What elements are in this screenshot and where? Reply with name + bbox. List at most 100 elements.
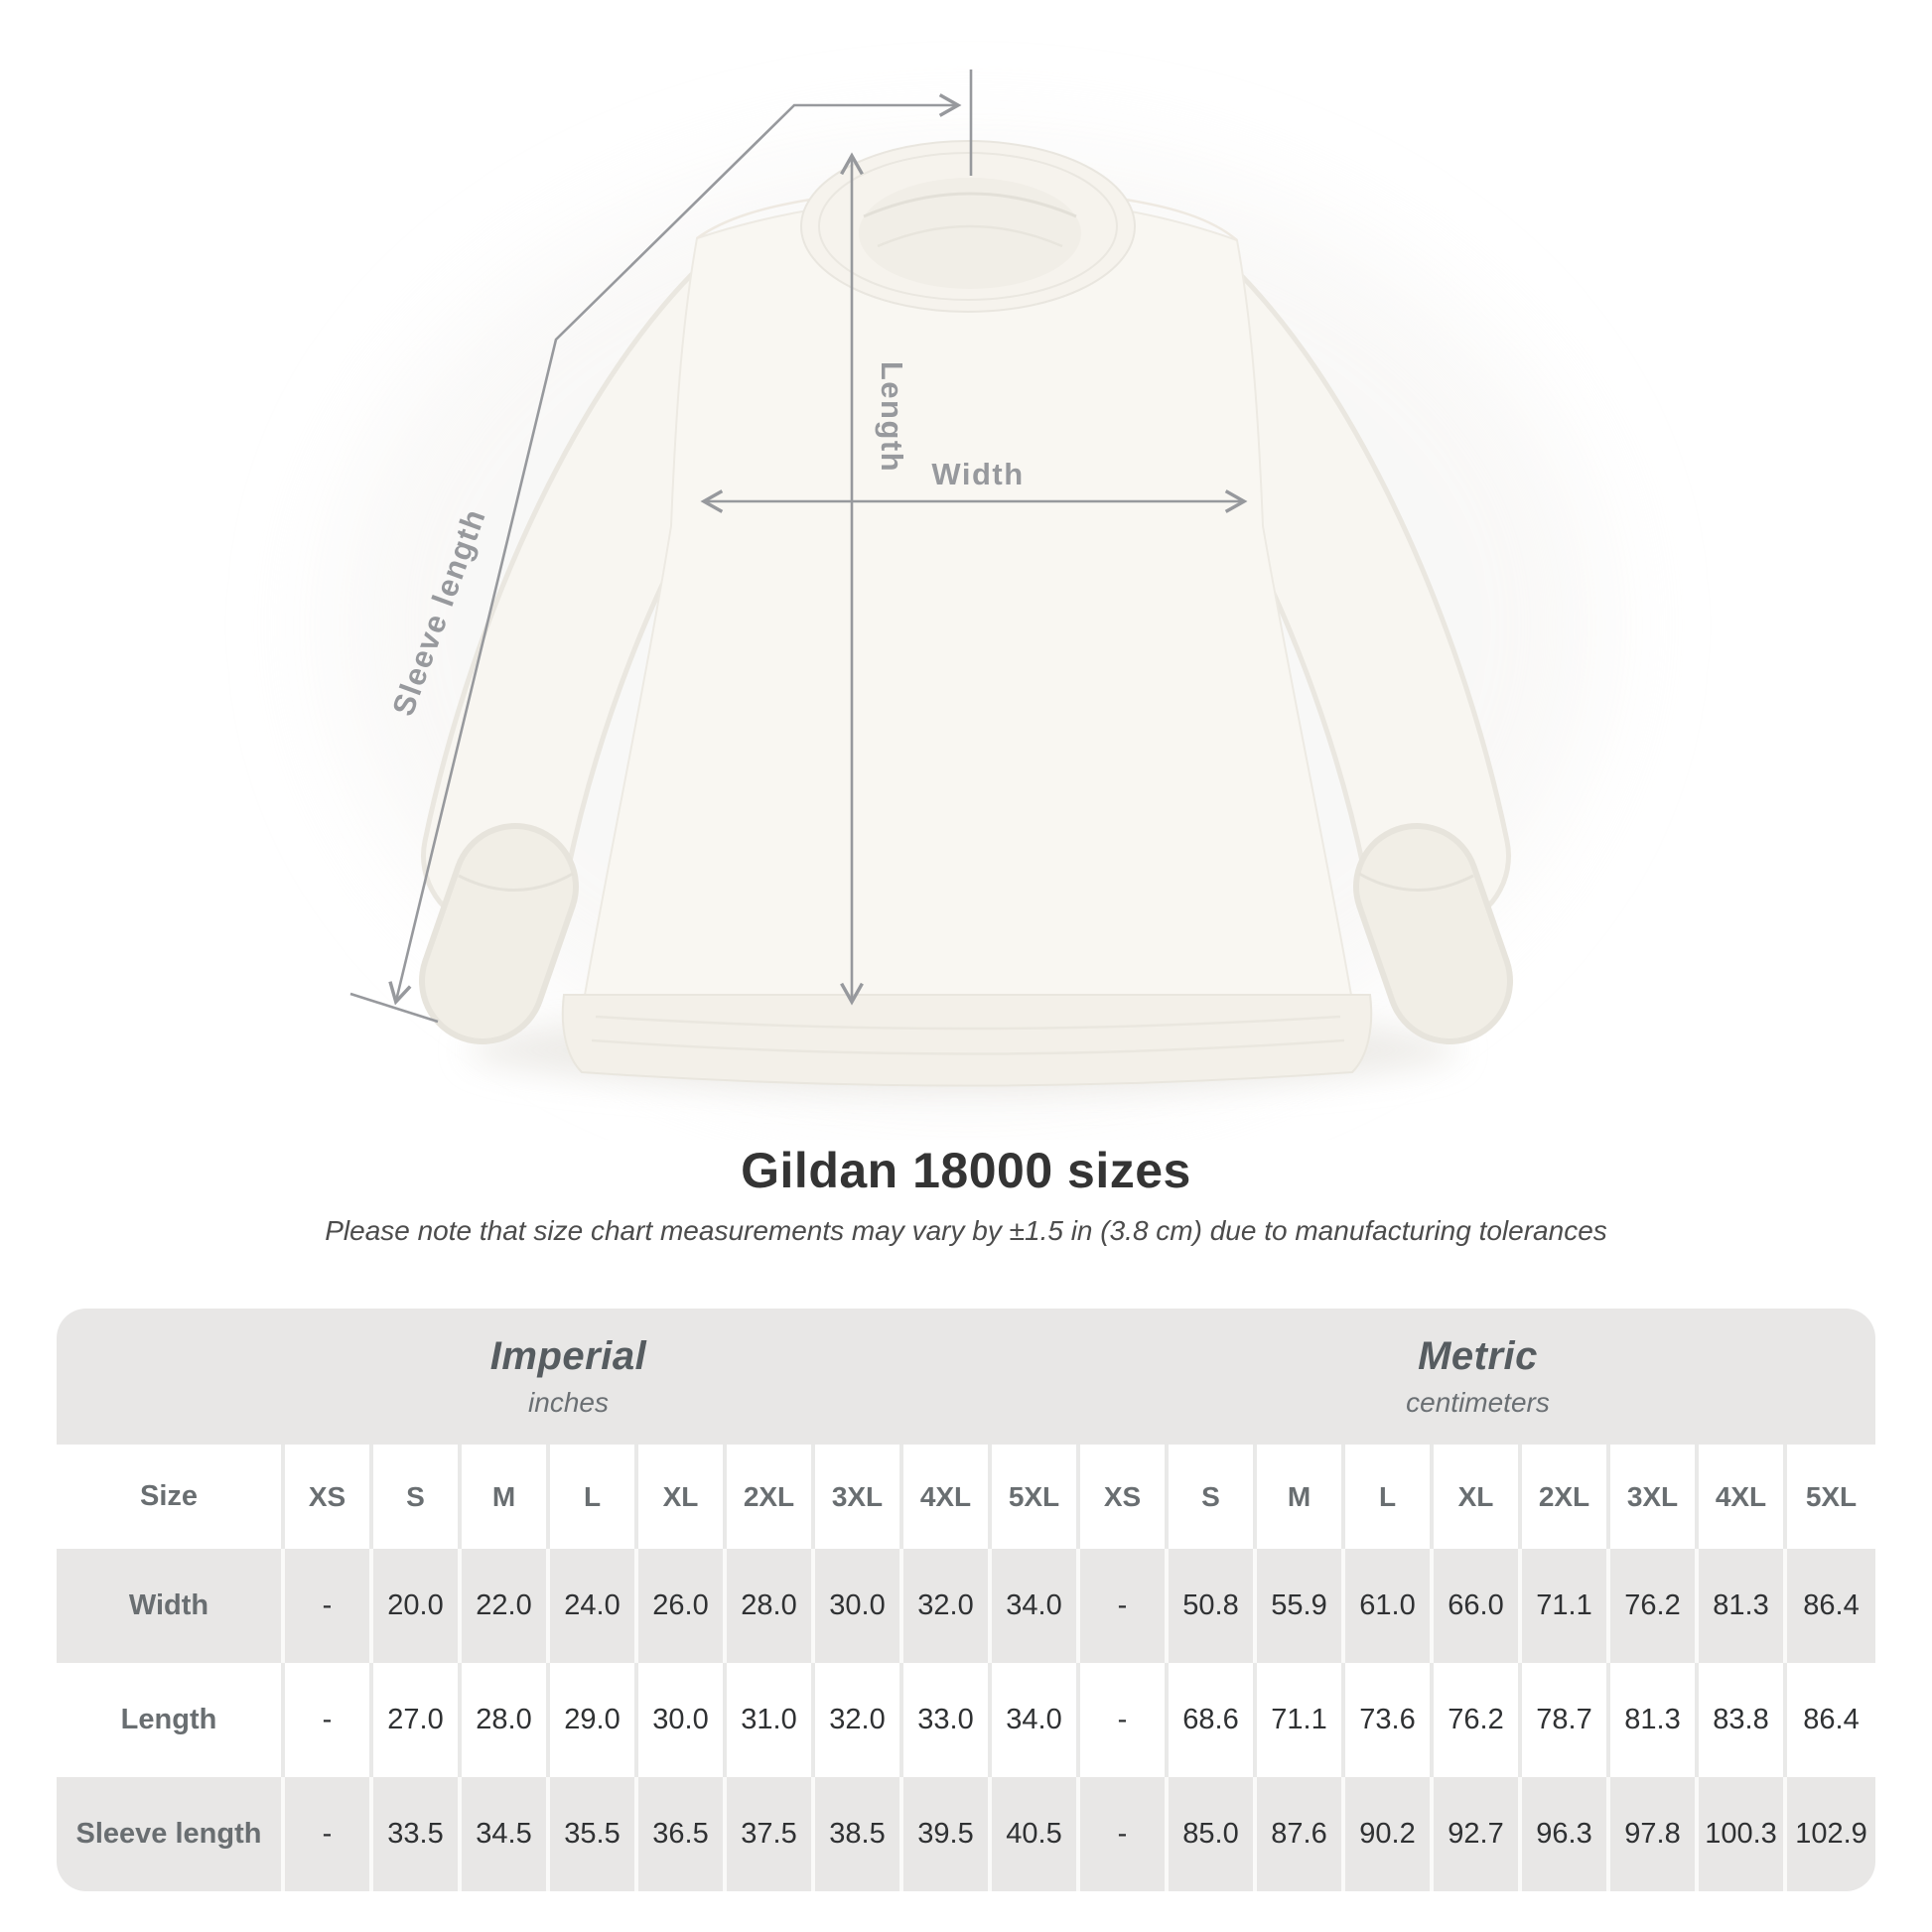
value-cell: 78.7 [1522,1663,1610,1777]
size-column-header: Size [57,1445,285,1549]
imperial-group-header: Imperial inches [57,1309,1080,1445]
value-cell: 28.0 [727,1549,815,1663]
value-cell: 76.2 [1434,1663,1522,1777]
row-label: Length [57,1663,285,1777]
value-cell: 83.8 [1699,1663,1787,1777]
sleeve-length-arrow [396,105,957,1001]
width-label: Width [931,457,1024,491]
value-cell: 92.7 [1434,1777,1522,1891]
row-label: Width [57,1549,285,1663]
measurement-annotations [349,69,1243,1024]
value-cell: 35.5 [550,1777,638,1891]
value-cell: - [285,1549,373,1663]
size-table: Imperial inches Metric centimeters Size X… [57,1309,1875,1891]
value-cell: 33.5 [373,1777,462,1891]
right-shoulder-seam [1118,197,1238,241]
heading-block: Gildan 18000 sizes Please note that size… [0,1142,1932,1247]
value-cell: - [285,1777,373,1891]
size-header-cell: M [462,1445,550,1549]
value-cell: 86.4 [1787,1549,1875,1663]
size-header-cell: XS [1080,1445,1169,1549]
size-header-cell: 3XL [815,1445,903,1549]
right-cuff-seam [1358,872,1474,892]
size-header-cell: 5XL [992,1445,1080,1549]
metric-title: Metric [1418,1334,1538,1378]
sweatshirt-illustration [333,140,1603,1102]
metric-unit: centimeters [1406,1387,1550,1418]
size-header-cell: 2XL [727,1445,815,1549]
page-title: Gildan 18000 sizes [741,1143,1191,1198]
value-cell: 85.0 [1169,1777,1257,1891]
value-cell: 37.5 [727,1777,815,1891]
value-cell: - [285,1663,373,1777]
value-cell: 29.0 [550,1663,638,1777]
value-cell: 87.6 [1257,1777,1345,1891]
size-header-cell: S [373,1445,462,1549]
value-cell: 30.0 [638,1663,727,1777]
product-photo-section: Length Width Sleeve length [333,69,1603,1102]
value-cell: 66.0 [1434,1549,1522,1663]
value-cell: 50.8 [1169,1549,1257,1663]
value-cell: 61.0 [1345,1549,1434,1663]
value-cell: - [1080,1549,1169,1663]
value-cell: - [1080,1777,1169,1891]
size-header-cell: 4XL [903,1445,992,1549]
value-cell: 68.6 [1169,1663,1257,1777]
row-label: Sleeve length [57,1777,285,1891]
value-cell: 32.0 [815,1663,903,1777]
value-cell: 100.3 [1699,1777,1787,1891]
size-diagram: Length Width Sleeve length [333,69,1603,1102]
value-cell: 97.8 [1610,1777,1699,1891]
value-cell: 102.9 [1787,1777,1875,1891]
value-cell: 26.0 [638,1549,727,1663]
imperial-unit: inches [528,1387,609,1418]
size-header-cell: 3XL [1610,1445,1699,1549]
value-cell: 86.4 [1787,1663,1875,1777]
value-cell: 33.0 [903,1663,992,1777]
size-header-cell: XS [285,1445,373,1549]
value-cell: 36.5 [638,1777,727,1891]
length-label: Length [875,361,909,473]
value-cell: 71.1 [1522,1549,1610,1663]
value-cell: 90.2 [1345,1777,1434,1891]
value-cell: 81.3 [1610,1663,1699,1777]
hem-rib-line [595,1015,1341,1031]
value-cell: 71.1 [1257,1663,1345,1777]
size-table-grid: Imperial inches Metric centimeters Size X… [57,1309,1875,1891]
value-cell: 81.3 [1699,1549,1787,1663]
left-cuff [425,829,573,1038]
value-cell: 34.5 [462,1777,550,1891]
value-cell: 31.0 [727,1663,815,1777]
size-header-cell: 2XL [1522,1445,1610,1549]
size-header-cell: XL [1434,1445,1522,1549]
value-cell: 20.0 [373,1549,462,1663]
value-cell: 76.2 [1610,1549,1699,1663]
imperial-title: Imperial [489,1334,647,1378]
size-header-cell: M [1257,1445,1345,1549]
value-cell: 28.0 [462,1663,550,1777]
value-cell: 24.0 [550,1549,638,1663]
value-cell: 96.3 [1522,1777,1610,1891]
value-cell: 22.0 [462,1549,550,1663]
tolerance-note: Please note that size chart measurements… [325,1215,1607,1246]
value-cell: 55.9 [1257,1549,1345,1663]
hem-band [561,994,1373,1087]
size-header-cell: XL [638,1445,727,1549]
value-cell: 39.5 [903,1777,992,1891]
hem-rib-line-2 [591,1038,1345,1055]
value-cell: 73.6 [1345,1663,1434,1777]
body-panel [582,197,1354,1002]
value-cell: 32.0 [903,1549,992,1663]
value-cell: - [1080,1663,1169,1777]
sleeve-measure-bottom-tick [349,992,439,1024]
size-header-cell: L [550,1445,638,1549]
metric-group-header: Metric centimeters [1080,1309,1875,1445]
value-cell: 40.5 [992,1777,1080,1891]
size-header-cell: L [1345,1445,1434,1549]
size-header-cell: S [1169,1445,1257,1549]
size-header-cell: 4XL [1699,1445,1787,1549]
value-cell: 34.0 [992,1663,1080,1777]
value-cell: 34.0 [992,1549,1080,1663]
value-cell: 30.0 [815,1549,903,1663]
right-cuff [1359,829,1507,1038]
